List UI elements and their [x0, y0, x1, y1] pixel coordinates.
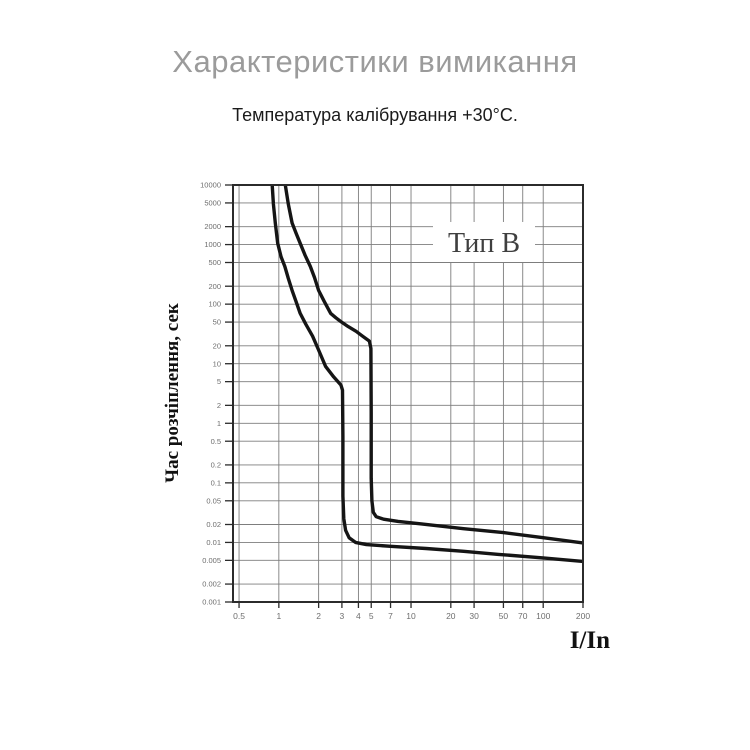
y-tick-label: 0.001	[202, 598, 221, 607]
x-tick-label: 2	[316, 611, 321, 621]
y-tick-label: 0.2	[211, 461, 221, 470]
y-tick-label: 5	[217, 377, 221, 386]
y-tick-label: 1000	[204, 240, 221, 249]
plot-frame	[232, 184, 584, 603]
x-tick-label: 3	[340, 611, 345, 621]
x-tick-label: 1	[276, 611, 281, 621]
x-tick-label: 5	[369, 611, 374, 621]
trip-curves	[270, 185, 583, 564]
y-tick-label: 0.02	[206, 520, 221, 529]
y-tick-label: 5000	[204, 199, 221, 208]
y-tick-label: 0.5	[211, 437, 221, 446]
y-tick-label: 0.1	[211, 478, 221, 487]
y-tick-label: 200	[208, 282, 221, 291]
y-tick-label: 0.005	[202, 556, 221, 565]
x-tick-label: 30	[469, 611, 479, 621]
y-tick-label: 50	[213, 318, 221, 327]
y-tick-label: 0.002	[202, 580, 221, 589]
y-tick-label: 2	[217, 401, 221, 410]
x-tick-label: 100	[536, 611, 550, 621]
x-axis-title: I/In	[570, 627, 610, 654]
y-tick-label: 0.05	[206, 496, 221, 505]
trip-curve-upper-trip-limit	[283, 185, 583, 545]
x-tick-label: 70	[518, 611, 528, 621]
page-title: Характеристики вимикання	[172, 44, 578, 79]
x-tick-label: 10	[406, 611, 416, 621]
y-tick-label: 2000	[204, 222, 221, 231]
y-tick-label: 10000	[200, 181, 221, 190]
y-tick-label: 10	[213, 359, 221, 368]
x-tick-label: 0.5	[233, 611, 245, 621]
y-tick-label: 1	[217, 419, 221, 428]
y-axis-title: Час розчіплення, сек	[162, 303, 183, 483]
y-tick-label: 500	[208, 258, 221, 267]
x-tick-label: 200	[576, 611, 590, 621]
calibration-temperature-note: Температура калібрування +30°C.	[232, 105, 518, 125]
curve-type-label: Тип B	[448, 228, 520, 259]
curve-type-box	[433, 222, 535, 262]
trip-curve-lower-trip-limit	[270, 185, 583, 564]
x-tick-label: 50	[499, 611, 509, 621]
trip-characteristic-chart: 0.5 1 2 3 4 5 7 10 20 30 50 70 100 200100005000200010…	[162, 181, 610, 654]
y-tick-label: 0.01	[206, 538, 221, 547]
y-tick-label: 100	[208, 300, 221, 309]
x-tick-label: 20	[446, 611, 456, 621]
x-tick-label: 7	[388, 611, 393, 621]
x-tick-label: 4	[356, 611, 361, 621]
y-tick-label: 20	[213, 341, 221, 350]
